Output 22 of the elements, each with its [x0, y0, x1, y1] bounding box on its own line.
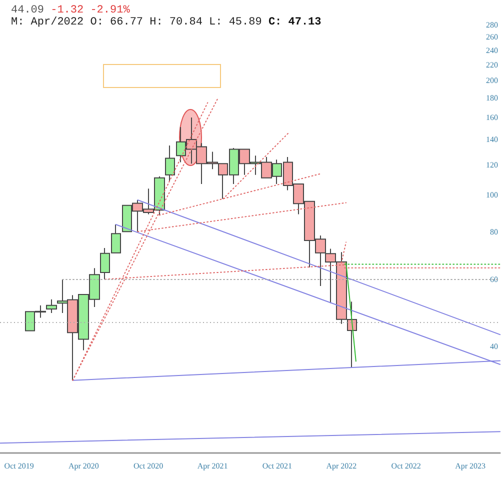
y-tick-label: 100: [486, 190, 498, 200]
x-tick-label: Oct 2021: [262, 462, 292, 470]
y-tick-label: 220: [486, 60, 498, 70]
x-tick-label: Oct 2020: [134, 462, 164, 470]
y-tick-label: 180: [486, 94, 498, 103]
y-tick-label: 200: [486, 76, 498, 86]
x-tick-label: Oct 2019: [4, 462, 34, 470]
y-tick-label: 280: [486, 20, 498, 30]
y-tick-label: 140: [486, 135, 498, 144]
x-tick-label: Apr 2021: [197, 462, 228, 470]
y-tick-label: 80: [490, 228, 498, 236]
x-tick-label: Apr 2020: [68, 462, 99, 470]
x-tick-label: Apr 2023: [455, 462, 486, 470]
y-tick-label: 40: [490, 342, 498, 352]
x-tick-label: Oct 2022: [391, 462, 421, 470]
x-tick-label: Apr 2022: [326, 462, 357, 470]
y-tick-label: 120: [486, 160, 498, 170]
y-tick-label: 260: [486, 32, 498, 42]
chart-title: 44.09 -1.32 -2.91%: [11, 4, 130, 16]
chart-subtitle: M: Apr/2022 O: 66.77 H: 70.84 L: 45.89 C: 47.13: [11, 16, 322, 28]
y-tick-label: 160: [486, 112, 498, 122]
y-tick-label: 240: [486, 46, 498, 55]
